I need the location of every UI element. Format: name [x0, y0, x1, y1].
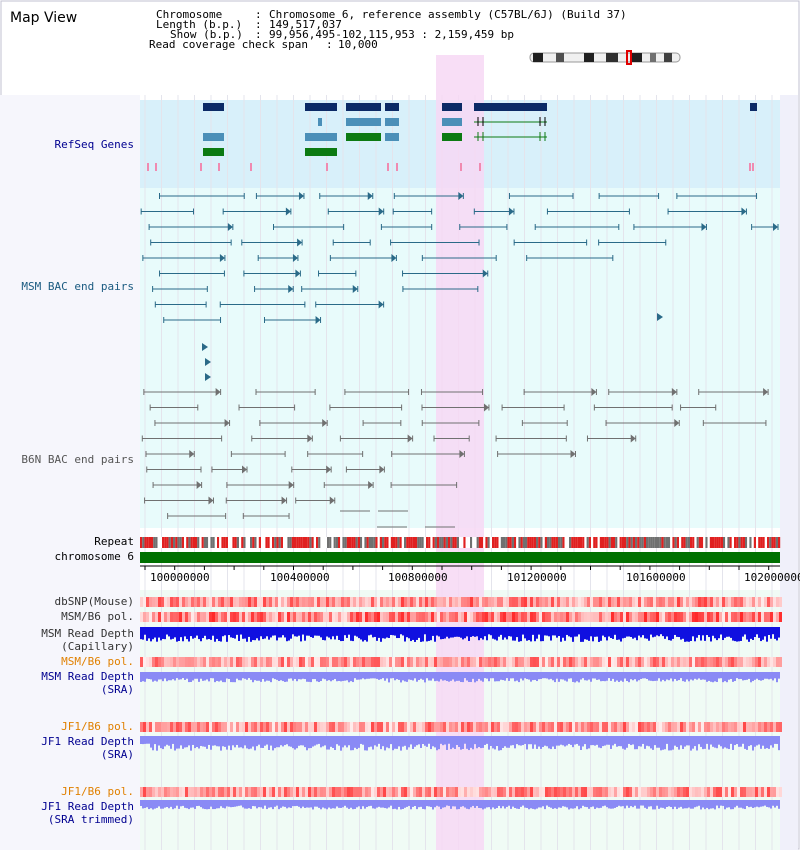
track-label-dbsnp[interactable]: dbSNP(Mouse) [54, 595, 134, 608]
gene-feature[interactable] [442, 118, 462, 126]
axis-tick-label: 100000000 [150, 571, 210, 584]
gene-feature[interactable] [750, 103, 757, 111]
gene-feature[interactable] [385, 133, 399, 141]
gene-feature[interactable] [346, 118, 381, 126]
heatmap-tracks[interactable] [140, 597, 782, 797]
length-label: Length (b.p.) [156, 18, 243, 31]
track-label-jf1-depth-sub: (SRA) [100, 748, 134, 761]
track-label-jf1-depth[interactable]: JF1 Read Depth [41, 735, 134, 748]
axis-tick-label: 100800000 [388, 571, 448, 584]
track-label-msm-depth-cap[interactable]: MSM Read Depth [41, 627, 134, 640]
gene-feature[interactable] [203, 133, 224, 141]
show-label: Show (b.p.) [170, 28, 243, 41]
gene-feature[interactable] [305, 148, 337, 156]
track-label-msm-b6-pol-sra[interactable]: MSM/B6 pol. [61, 655, 134, 668]
track-label-msm-b6-pol[interactable]: MSM/B6 pol. [61, 610, 134, 623]
axis-tick-label: 100400000 [270, 571, 330, 584]
axis-tick-label: 101600000 [626, 571, 686, 584]
gene-feature[interactable] [203, 148, 224, 156]
length-value: 149,517,037 [269, 18, 342, 31]
page-title: Map View [10, 10, 78, 26]
track-label-msm-bac[interactable]: MSM BAC end pairs [21, 280, 134, 293]
track-label-msm-depth-sra-sub: (SRA) [100, 683, 134, 696]
gene-feature[interactable] [346, 133, 381, 141]
refseq-genes-track[interactable] [147, 103, 757, 171]
gene-feature[interactable] [442, 103, 462, 111]
axis-tick-label: 102000000 [744, 571, 800, 584]
gene-feature[interactable] [385, 118, 399, 126]
track-label-repeat[interactable]: Repeat [94, 535, 134, 548]
ideogram-position-marker [626, 50, 632, 65]
track-label-jf1-trim[interactable]: JF1 Read Depth [41, 800, 134, 813]
track-label-b6n-bac[interactable]: B6N BAC end pairs [21, 453, 134, 466]
gene-feature[interactable] [318, 118, 322, 126]
gene-feature[interactable] [385, 103, 399, 111]
track-label-msm-depth-cap-sub: (Capillary) [61, 640, 134, 653]
gene-feature[interactable] [203, 103, 224, 111]
chromosome-ideogram[interactable] [529, 50, 681, 65]
gene-feature[interactable] [474, 103, 547, 111]
track-label-chromosome[interactable]: chromosome 6 [54, 550, 134, 563]
read-depth-tracks[interactable] [140, 627, 780, 810]
track-label-jf1-trim-sub: (SRA trimmed) [47, 813, 134, 826]
repeat-track[interactable] [140, 537, 781, 548]
track-label-jf1-pol-trim[interactable]: JF1/B6 pol. [61, 785, 134, 798]
b6n-bac-track[interactable] [141, 388, 769, 528]
chromosome-bar[interactable] [140, 552, 780, 563]
gene-feature[interactable] [305, 133, 337, 141]
gene-feature[interactable] [305, 103, 337, 111]
axis-ticks [144, 566, 770, 570]
track-label-panel [0, 95, 140, 850]
track-label-jf1-pol[interactable]: JF1/B6 pol. [61, 720, 134, 733]
chromosome-value: Chromosome 6, reference assembly (C57BL/… [269, 8, 627, 21]
gene-feature[interactable] [346, 103, 381, 111]
gene-feature[interactable] [442, 133, 462, 141]
track-label-refseq[interactable]: RefSeq Genes [54, 138, 134, 151]
msm-bac-track[interactable] [140, 192, 779, 381]
axis-tick-label: 101200000 [507, 571, 567, 584]
chromosome-label: Chromosome [156, 8, 223, 21]
track-label-msm-depth-sra[interactable]: MSM Read Depth [41, 670, 134, 683]
coverage-value: 10,000 [338, 38, 378, 51]
show-value: 99,956,495-102,115,953 : 2,159,459 bp [269, 28, 515, 41]
coverage-label: Read coverage check span [149, 38, 308, 51]
